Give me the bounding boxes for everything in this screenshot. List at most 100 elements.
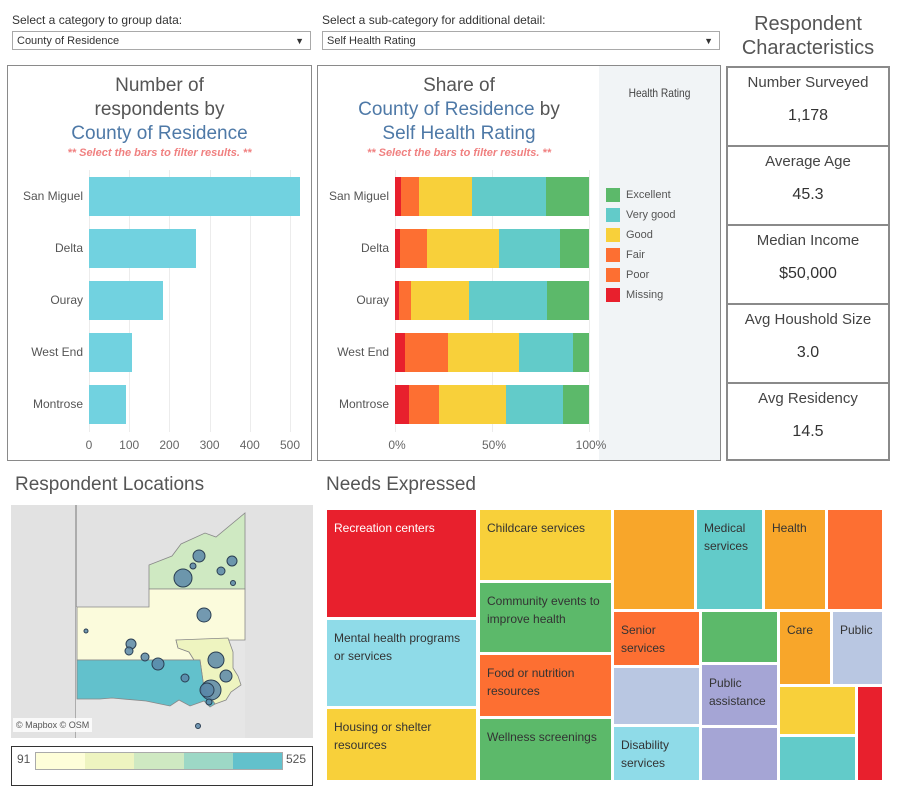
treemap-cell[interactable]: Housing or shelter resources (327, 709, 476, 780)
stacked-segment[interactable] (472, 177, 547, 216)
category-label: Delta (360, 241, 389, 255)
respondent-location-dot[interactable] (189, 562, 197, 570)
treemap-cell[interactable] (614, 510, 694, 609)
respondent-location-dot[interactable] (207, 651, 225, 669)
treemap-cell[interactable] (828, 510, 882, 609)
stacked-segment[interactable] (405, 333, 449, 372)
treemap-cell[interactable]: Food or nutrition resources (480, 655, 611, 716)
stacked-segment[interactable] (427, 229, 500, 268)
treemap-cell[interactable] (702, 612, 777, 662)
treemap-cell[interactable]: Public (833, 612, 882, 684)
respondent-location-dot[interactable] (173, 568, 193, 588)
bar[interactable] (89, 229, 196, 268)
respondent-location-dot[interactable] (195, 723, 201, 729)
treemap-cell[interactable]: Senior services (614, 612, 699, 665)
gridline (290, 170, 291, 432)
x-tick-label: 100 (119, 438, 140, 452)
respondent-location-dot[interactable] (196, 607, 212, 623)
x-tick-label: 100% (575, 438, 607, 452)
stack-title-line2a: County of Residence (358, 99, 535, 120)
stat-label: Number Surveyed (747, 74, 869, 91)
respondent-location-dot[interactable] (216, 566, 226, 576)
bar[interactable] (89, 333, 132, 372)
stacked-segment[interactable] (469, 281, 548, 320)
treemap-cell[interactable] (858, 687, 882, 780)
legend-item[interactable]: Missing (606, 288, 663, 302)
stacked-segment[interactable] (439, 385, 507, 424)
stacked-segment[interactable] (408, 385, 440, 424)
treemap-cell[interactable] (780, 687, 855, 734)
respondent-location-dot[interactable] (230, 580, 236, 586)
treemap-cell[interactable]: Disability services (614, 727, 699, 780)
respondent-location-dot[interactable] (83, 628, 89, 634)
treemap-cell[interactable]: Mental health programs or services (327, 620, 476, 706)
treemap-cell[interactable] (614, 668, 699, 724)
respondent-location-dot[interactable] (151, 657, 165, 671)
respondent-location-dot[interactable] (205, 698, 213, 706)
category-dropdown[interactable]: County of Residence ▼ (12, 31, 311, 50)
bar[interactable] (89, 177, 301, 216)
legend-ramp-step (232, 753, 283, 769)
legend-item[interactable]: Fair (606, 248, 645, 262)
stacked-segment[interactable] (395, 281, 400, 320)
respondent-location-dot[interactable] (226, 555, 238, 567)
respondent-location-dot[interactable] (219, 669, 233, 683)
treemap-cell[interactable]: Community events to improve health (480, 583, 611, 652)
stacked-segment[interactable] (419, 177, 473, 216)
treemap-cell[interactable]: Wellness screenings (480, 719, 611, 780)
x-tick-label: 200 (159, 438, 180, 452)
legend-label: Very good (626, 209, 676, 221)
stacked-segment[interactable] (547, 281, 590, 320)
stacked-segment[interactable] (395, 333, 406, 372)
respondent-location-dot[interactable] (192, 549, 206, 563)
stacked-segment[interactable] (448, 333, 520, 372)
bar[interactable] (89, 281, 163, 320)
stacked-segment[interactable] (411, 281, 470, 320)
bar-title-line2: respondents by (94, 99, 225, 120)
treemap-cell[interactable] (702, 728, 777, 780)
respondent-location-dot[interactable] (140, 652, 150, 662)
stat-card: Avg Residency 14.5 (726, 382, 890, 461)
bar[interactable] (89, 385, 126, 424)
stacked-segment[interactable] (563, 385, 590, 424)
respondent-map[interactable]: © Mapbox © OSM (11, 505, 313, 738)
subcategory-dropdown-value: Self Health Rating (327, 35, 416, 47)
stacked-segment[interactable] (545, 177, 590, 216)
stacked-segment[interactable] (395, 229, 401, 268)
treemap-cell[interactable]: Recreation centers (327, 510, 476, 617)
treemap-cell[interactable]: Medical services (697, 510, 762, 609)
stacked-segment[interactable] (519, 333, 574, 372)
map-title: Respondent Locations (15, 474, 205, 495)
subcategory-dropdown[interactable]: Self Health Rating ▼ (322, 31, 720, 50)
stat-value: 3.0 (796, 344, 820, 361)
treemap-cell[interactable]: Health (765, 510, 825, 609)
legend-item[interactable]: Good (606, 228, 653, 242)
respondents-bar-panel: Number of respondents by County of Resid… (7, 65, 312, 461)
stacked-segment[interactable] (395, 177, 402, 216)
treemap-cell[interactable]: Care (780, 612, 830, 684)
respondent-location-dot[interactable] (199, 682, 215, 698)
gridline (209, 170, 211, 432)
stacked-segment[interactable] (559, 229, 590, 268)
bar-title-line1: Number of (115, 75, 204, 96)
treemap-cell[interactable]: Public assistance (702, 665, 777, 725)
legend-item[interactable]: Excellent (606, 188, 671, 202)
stacked-segment[interactable] (573, 333, 590, 372)
subcategory-filter-label: Select a sub-category for additional det… (322, 13, 546, 27)
category-label: San Miguel (22, 189, 83, 203)
stacked-segment[interactable] (505, 385, 564, 424)
stacked-segment[interactable] (395, 385, 410, 424)
legend-item[interactable]: Very good (606, 208, 676, 222)
stacked-segment[interactable] (498, 229, 561, 268)
gridline (249, 170, 251, 432)
stacked-segment[interactable] (399, 281, 412, 320)
stacked-segment[interactable] (400, 229, 428, 268)
gridline (589, 170, 590, 432)
stat-label: Avg Residency (758, 390, 858, 407)
respondent-location-dot[interactable] (180, 673, 190, 683)
legend-item[interactable]: Poor (606, 268, 649, 282)
treemap-cell[interactable]: Childcare services (480, 510, 611, 580)
treemap-cell[interactable] (780, 737, 855, 780)
stacked-segment[interactable] (401, 177, 420, 216)
respondent-location-dot[interactable] (124, 646, 134, 656)
